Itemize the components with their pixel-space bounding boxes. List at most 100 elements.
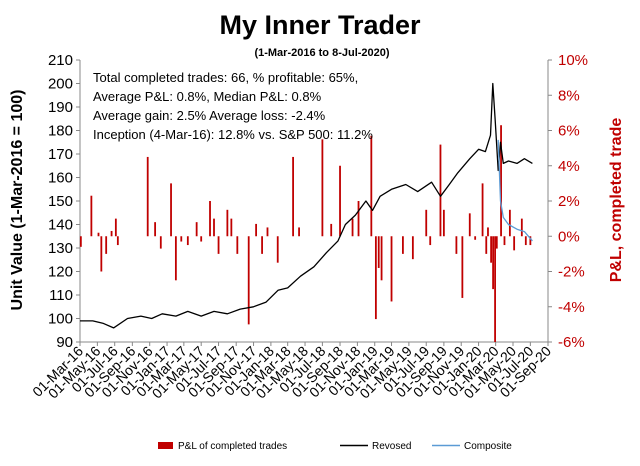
pnl-bar	[492, 236, 494, 290]
left-axis: 90 100 110 120 130 140 150 160 170 180 190 200 210	[48, 52, 80, 351]
pnl-bar	[377, 236, 380, 268]
pnl-bar	[495, 236, 498, 249]
legend: P&L of completed trades Revosed Composit…	[158, 441, 512, 452]
pnl-bar	[110, 230, 113, 237]
right-axis: -6% -4% -2% 0% 2% 4% 6% 8% 10%	[548, 52, 588, 351]
pnl-bar	[529, 236, 532, 246]
pnl-bar	[455, 236, 458, 254]
pnl-bar	[513, 236, 516, 251]
pnl-bar	[439, 144, 442, 237]
pnl-bar	[90, 195, 93, 237]
pnl-bar	[159, 236, 162, 249]
y-axis-right-label: P&L, completed trade	[608, 118, 625, 283]
chart-subtitle: (1-Mar-2016 to 8-Jul-2020)	[254, 47, 389, 59]
pnl-bar	[180, 236, 183, 242]
pnl-bar	[429, 236, 432, 246]
pnl-bar	[490, 236, 493, 263]
pnl-bar	[195, 222, 198, 237]
left-tick-label: 170	[48, 146, 73, 163]
chart-title: My Inner Trader	[219, 10, 421, 40]
right-tick-label: -6%	[558, 334, 585, 351]
left-tick-label: 140	[48, 217, 73, 234]
legend-label-revosed: Revosed	[372, 441, 411, 452]
pnl-bar	[255, 223, 258, 237]
pnl-bar	[226, 209, 229, 237]
pnl-bar	[292, 156, 294, 237]
left-tick-label: 130	[48, 240, 73, 257]
pnl-bar	[442, 209, 445, 237]
right-tick-label: 0%	[558, 228, 580, 245]
right-tick-label: -4%	[558, 299, 585, 316]
x-axis: 01-Mar-1601-May-1601-Jul-1601-Sep-1601-N…	[29, 342, 554, 401]
pnl-bar	[374, 236, 377, 320]
pnl-bar	[411, 236, 414, 260]
legend-label-composite: Composite	[464, 441, 512, 452]
pnl-bar	[174, 236, 177, 281]
pnl-bar	[520, 218, 523, 237]
pnl-bar	[217, 236, 220, 254]
pnl-bar	[357, 201, 360, 237]
right-tick-label: -2%	[558, 264, 585, 281]
pnl-bar	[146, 156, 149, 237]
legend-swatch-bars	[158, 442, 173, 449]
stats-annotation: Total completed trades: 66, % profitable…	[93, 70, 373, 142]
pnl-bar	[508, 209, 511, 237]
left-tick-label: 110	[49, 287, 73, 304]
pnl-bar	[425, 209, 428, 237]
pnl-bar	[247, 236, 250, 325]
pnl-bar	[485, 236, 488, 254]
pnl-bar	[474, 236, 477, 240]
pnl-bar	[236, 236, 239, 254]
pnl-bar	[461, 236, 464, 298]
pnl-bar	[494, 236, 496, 342]
pnl-bar	[154, 222, 157, 237]
composite-line	[497, 139, 533, 242]
pnl-bar	[200, 236, 203, 242]
left-tick-label: 160	[48, 170, 73, 187]
legend-label-bars: P&L of completed trades	[178, 441, 287, 452]
pnl-bar	[97, 232, 100, 237]
pnl-bar	[209, 201, 211, 237]
y-axis-left-label: Unit Value (1-Mar-2016 = 100)	[9, 90, 26, 311]
left-tick-label: 210	[48, 52, 73, 69]
left-tick-label: 200	[48, 76, 73, 93]
annotation-line-2: Average P&L: 0.8%, Median P&L: 0.8%	[93, 89, 322, 104]
pnl-bar	[213, 218, 215, 237]
pnl-bar	[339, 165, 341, 237]
revosed-line	[80, 82, 533, 329]
pnl-bar	[170, 183, 172, 237]
pnl-bar	[351, 218, 354, 237]
pnl-bar	[186, 236, 189, 246]
pnl-bar	[402, 236, 404, 254]
pnl-bar	[276, 236, 279, 263]
pnl-bar	[500, 125, 502, 237]
pnl-bar	[524, 236, 527, 246]
pnl-bar	[261, 236, 263, 254]
annotation-line-4: Inception (4-Mar-16): 12.8% vs. S&P 500:…	[93, 127, 373, 142]
right-tick-label: 4%	[558, 158, 580, 175]
left-tick-label: 90	[56, 334, 73, 351]
pnl-bar	[100, 236, 103, 272]
pnl-bar	[114, 218, 117, 237]
pnl-bar	[266, 227, 269, 237]
pnl-bar	[105, 236, 108, 254]
pnl-bar	[503, 236, 506, 246]
right-tick-label: 6%	[558, 123, 580, 140]
right-tick-label: 2%	[558, 193, 580, 210]
left-tick-label: 180	[48, 123, 73, 140]
left-tick-label: 100	[48, 311, 73, 328]
pnl-bar	[330, 223, 333, 237]
value-lines	[80, 82, 533, 329]
pnl-bars	[79, 125, 532, 342]
left-tick-label: 150	[48, 193, 73, 210]
pnl-bar	[230, 218, 233, 237]
pnl-bar	[380, 236, 383, 281]
pnl-bar	[79, 236, 82, 247]
pnl-bar	[370, 135, 373, 237]
right-tick-label: 8%	[558, 87, 580, 104]
pnl-bar	[298, 227, 300, 237]
pnl-bar	[481, 183, 484, 237]
right-tick-label: 10%	[558, 52, 588, 69]
annotation-line-1: Total completed trades: 66, % profitable…	[93, 70, 358, 85]
annotation-line-3: Average gain: 2.5% Average loss: -2.4%	[93, 108, 326, 123]
